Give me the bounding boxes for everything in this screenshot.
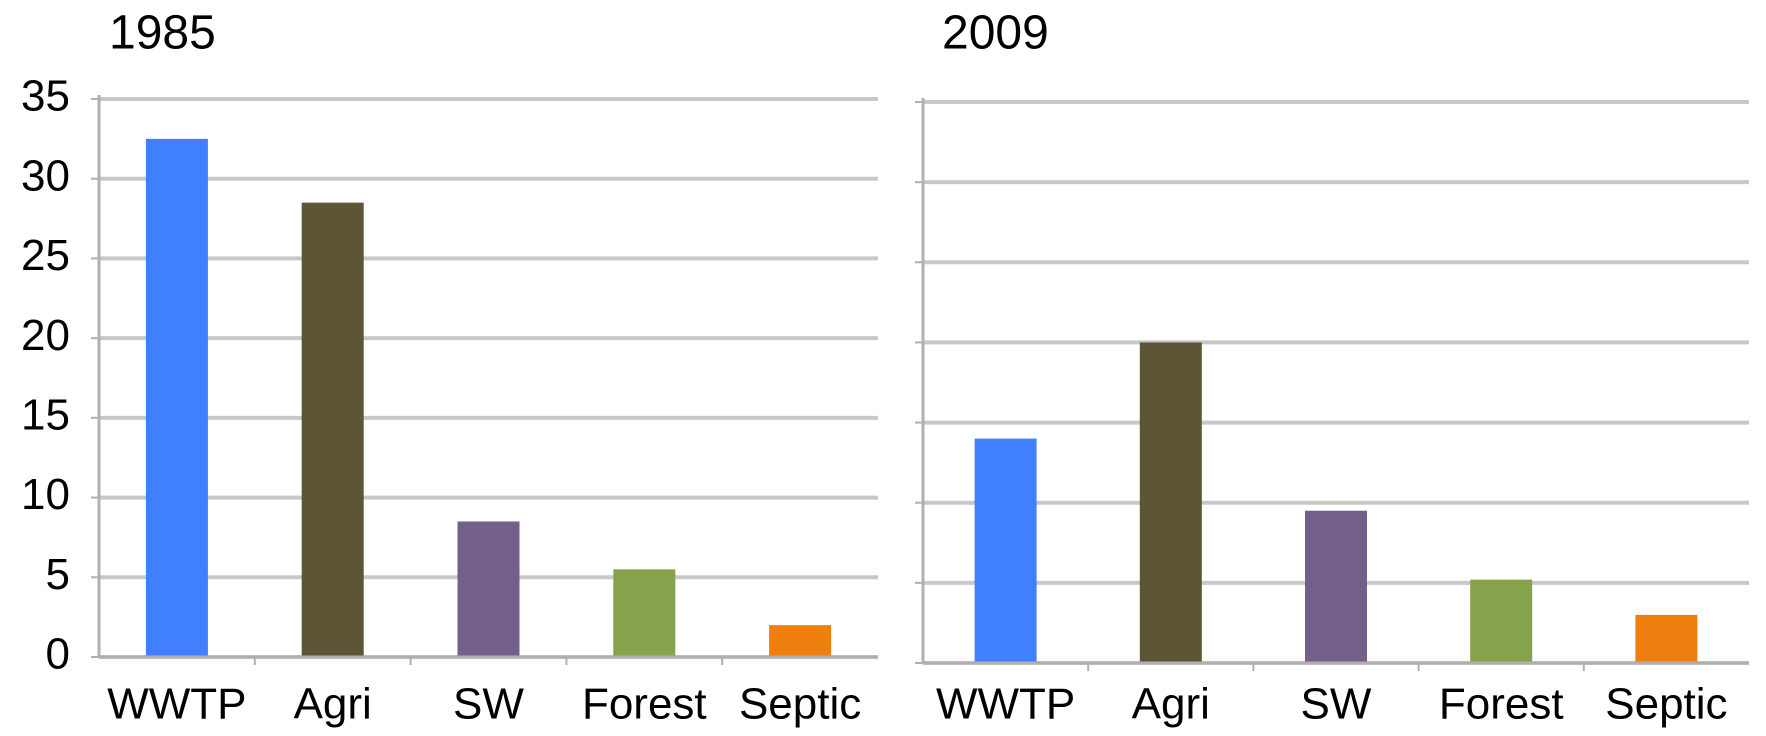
x-tick-label: Septic <box>1605 680 1727 729</box>
y-tick-label: 35 <box>21 72 70 121</box>
x-tick-label: WWTP <box>107 680 246 729</box>
bar <box>1139 342 1202 663</box>
x-tick-label: WWTP <box>936 680 1075 729</box>
y-tick-label: 25 <box>21 231 70 280</box>
x-tick-label: Agri <box>294 680 372 729</box>
y-tick-label: 0 <box>46 630 70 679</box>
y-tick-label: 30 <box>21 151 70 200</box>
x-tick-label: SW <box>453 680 524 729</box>
x-tick-label: Forest <box>582 680 707 729</box>
bar <box>1305 510 1367 663</box>
chart-title: 2009 <box>942 7 1049 60</box>
bar <box>613 569 676 657</box>
y-tick-label: 15 <box>21 390 70 439</box>
x-tick-label: Agri <box>1132 680 1210 729</box>
x-tick-label: Forest <box>1439 680 1564 729</box>
y-tick-label: 20 <box>21 311 70 360</box>
bar <box>457 521 520 657</box>
bar <box>145 138 208 657</box>
bar <box>974 438 1037 663</box>
x-tick-label: Septic <box>739 680 861 729</box>
y-tick-label: 10 <box>21 470 70 519</box>
chart-title: 1985 <box>109 7 216 60</box>
bar <box>1470 579 1533 663</box>
x-tick-label: SW <box>1301 680 1372 729</box>
bar <box>769 625 832 657</box>
bar <box>1635 614 1698 663</box>
y-tick-label: 5 <box>46 550 70 599</box>
bar <box>301 202 364 657</box>
